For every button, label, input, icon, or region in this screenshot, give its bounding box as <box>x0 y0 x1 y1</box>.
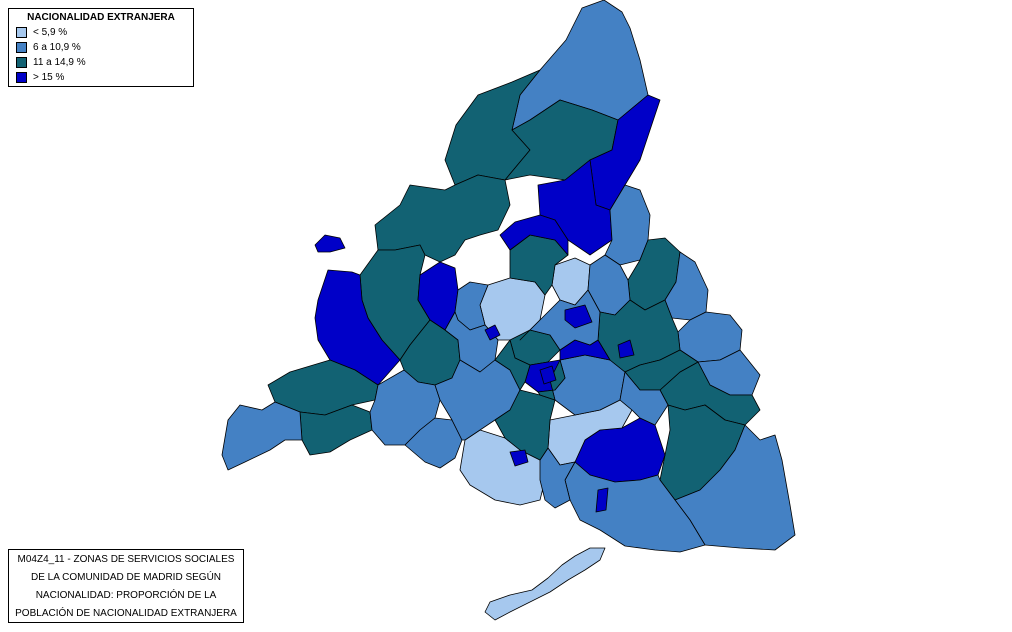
zone-sw-light <box>221 401 303 471</box>
caption-line: M04Z4_11 - ZONAS DE SERVICIOS SOCIALES <box>17 554 235 565</box>
legend-item-lt6: < 5,9 % <box>9 25 193 40</box>
legend-label: 11 a 14,9 % <box>33 57 86 68</box>
zone-spot-2 <box>564 304 593 329</box>
legend-item-gt15: > 15 % <box>9 70 193 85</box>
caption-line: NACIONALIDAD: PROPORCIÓN DE LA <box>35 590 217 601</box>
legend-title: NACIONALIDAD EXTRANJERA <box>27 12 175 23</box>
legend-label: > 15 % <box>33 72 65 83</box>
zone-sw-teal-2 <box>299 404 373 456</box>
zone-spot-4 <box>617 339 635 359</box>
caption-line: POBLACIÓN DE NACIONALIDAD EXTRANJERA <box>15 608 237 619</box>
legend-item-11-15: 11 a 14,9 % <box>9 55 193 70</box>
zone-spot-1 <box>484 324 501 341</box>
zone-south-strip <box>484 547 606 621</box>
legend-label: < 5,9 % <box>33 27 68 38</box>
legend-swatch <box>16 57 27 68</box>
zone-core-5 <box>519 289 601 351</box>
zone-center-e4 <box>619 371 669 426</box>
zone-west-big <box>374 174 511 263</box>
map-caption: M04Z4_11 - ZONAS DE SERVICIOS SOCIALES D… <box>8 549 244 623</box>
legend-item-6-11: 6 a 10,9 % <box>9 40 193 55</box>
caption-line: DE LA COMUNIDAD DE MADRID SEGÚN <box>30 572 222 583</box>
zone-spot-5 <box>539 365 557 385</box>
zone-west-blue <box>314 269 401 386</box>
legend-swatch <box>16 42 27 53</box>
zone-spot-3 <box>509 449 529 467</box>
map-legend: NACIONALIDAD EXTRANJERA < 5,9 % 6 a 10,9… <box>8 8 194 87</box>
zone-center-sw <box>444 311 499 373</box>
zone-ne-c <box>664 251 709 321</box>
zone-s-mid <box>539 447 576 509</box>
zone-center-n-blue <box>499 214 569 256</box>
zone-center-e2 <box>597 299 681 373</box>
zone-core-4 <box>494 339 531 391</box>
zone-center-s2 <box>494 389 556 461</box>
zone-west-blue-islet <box>314 234 346 253</box>
legend-swatch <box>16 72 27 83</box>
zone-se-south <box>564 461 706 553</box>
legend-label: 6 a 10,9 % <box>33 42 81 53</box>
legend-swatch <box>16 27 27 38</box>
zone-s-blue-small <box>595 487 609 513</box>
